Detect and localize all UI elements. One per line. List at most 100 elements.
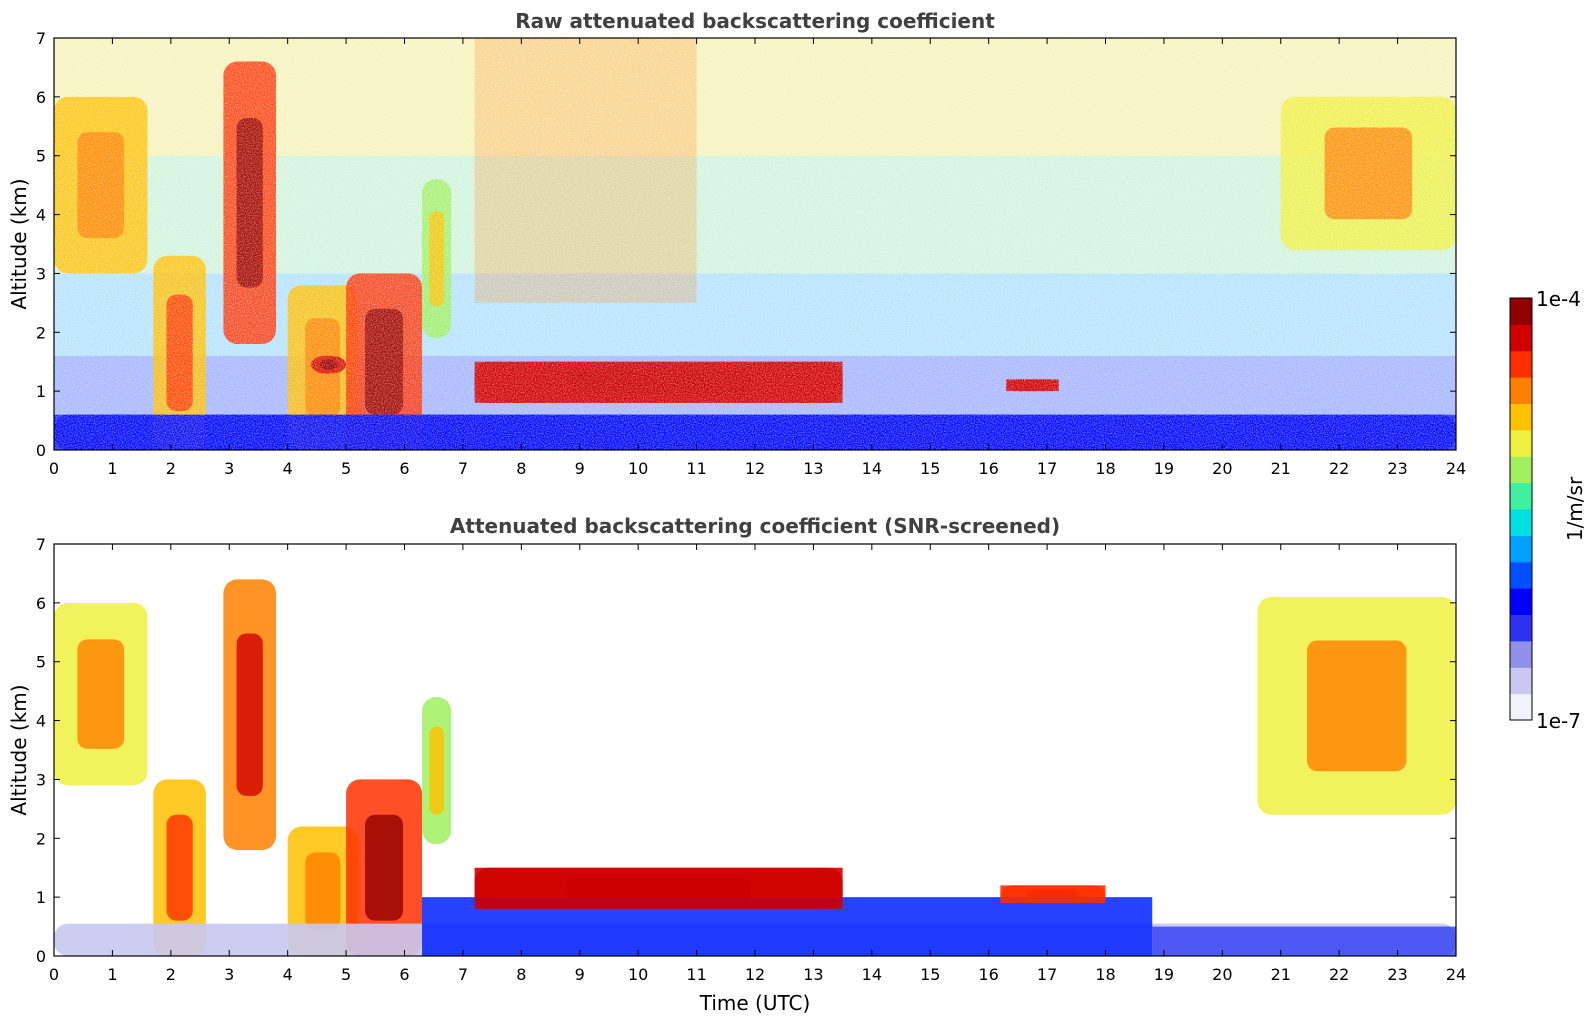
data-feature-cloud_layer bbox=[474, 867, 843, 909]
x-tick-label: 3 bbox=[224, 459, 234, 478]
y-tick-label: 1 bbox=[36, 888, 46, 907]
colorbar-step bbox=[1510, 324, 1532, 352]
data-feature-core bbox=[166, 814, 193, 921]
colorbar-min-label: 1e-7 bbox=[1536, 709, 1581, 733]
colorbar-step bbox=[1510, 429, 1532, 457]
y-tick-label: 0 bbox=[36, 441, 46, 460]
x-tick-label: 23 bbox=[1387, 459, 1407, 478]
x-tick-label: 19 bbox=[1154, 965, 1174, 984]
x-tick-label: 12 bbox=[745, 965, 765, 984]
y-tick-label: 5 bbox=[36, 653, 46, 672]
colorbar: 1e-4 1e-7 1/m/sr bbox=[1509, 287, 1587, 733]
x-tick-label: 22 bbox=[1329, 459, 1349, 478]
x-tick-label: 7 bbox=[458, 459, 468, 478]
colorbar-step bbox=[1510, 298, 1532, 325]
x-tick-label: 8 bbox=[516, 965, 526, 984]
x-tick-label: 6 bbox=[399, 459, 409, 478]
data-feature-aerosol-layer bbox=[1152, 926, 1456, 956]
x-tick-label: 7 bbox=[458, 965, 468, 984]
colorbar-step bbox=[1510, 561, 1532, 589]
data-feature-core bbox=[429, 726, 444, 815]
colorbar-step bbox=[1510, 403, 1532, 431]
x-tick-label: 10 bbox=[628, 459, 648, 478]
x-tick-label: 23 bbox=[1387, 965, 1407, 984]
x-tick-label: 21 bbox=[1271, 965, 1291, 984]
y-tick-label: 3 bbox=[36, 264, 46, 283]
x-tick-label: 15 bbox=[920, 459, 940, 478]
data-feature-core bbox=[1307, 640, 1407, 772]
colorbar-step bbox=[1510, 535, 1532, 563]
panel-raw-speckle bbox=[54, 38, 1456, 450]
colorbar-label: 1/m/sr bbox=[1563, 476, 1587, 541]
panel-raw-y-axis: 0 1 2 3 4 5 6 7 bbox=[36, 29, 1456, 460]
x-tick-label: 15 bbox=[920, 965, 940, 984]
x-tick-label: 18 bbox=[1095, 459, 1115, 478]
x-tick-label: 13 bbox=[803, 965, 823, 984]
x-tick-label: 3 bbox=[224, 965, 234, 984]
x-tick-label: 5 bbox=[341, 459, 351, 478]
data-feature-core bbox=[305, 852, 341, 931]
x-tick-label: 22 bbox=[1329, 965, 1349, 984]
colorbar-step bbox=[1510, 456, 1532, 484]
colorbar-scale bbox=[1510, 298, 1532, 721]
y-tick-label: 6 bbox=[36, 594, 46, 613]
panel-screened-title: Attenuated backscattering coefficient (S… bbox=[450, 514, 1060, 538]
y-tick-label: 2 bbox=[36, 323, 46, 342]
colorbar-step bbox=[1510, 667, 1532, 695]
colorbar-step bbox=[1510, 377, 1532, 404]
y-tick-label: 5 bbox=[36, 147, 46, 166]
panel-screened-y-label: Altitude (km) bbox=[7, 684, 31, 815]
colorbar-step bbox=[1510, 482, 1532, 510]
panel-screened-x-axis: 0 1 2 3 4 5 6 7 8 9 10 11 12 13 14 15 16 17 18 19 20 21 22 23 24 bbox=[49, 544, 1466, 984]
x-tick-label: 18 bbox=[1095, 965, 1115, 984]
x-tick-label: 2 bbox=[166, 965, 176, 984]
colorbar-step bbox=[1510, 350, 1532, 378]
x-tick-label: 10 bbox=[628, 965, 648, 984]
x-tick-label: 11 bbox=[686, 459, 706, 478]
data-feature-core bbox=[236, 633, 263, 796]
panel-raw-title: Raw attenuated backscattering coefficien… bbox=[515, 9, 995, 33]
colorbar-step bbox=[1510, 588, 1532, 615]
panel-raw: Raw attenuated backscattering coefficien… bbox=[7, 9, 1466, 478]
y-tick-label: 7 bbox=[36, 535, 46, 554]
data-feature-cloud_layer bbox=[1000, 885, 1106, 904]
x-tick-label: 11 bbox=[686, 965, 706, 984]
x-tick-label: 14 bbox=[862, 965, 882, 984]
colorbar-step bbox=[1510, 509, 1532, 536]
x-tick-label: 9 bbox=[575, 459, 585, 478]
y-tick-label: 2 bbox=[36, 829, 46, 848]
data-feature-core bbox=[365, 814, 404, 921]
panel-raw-x-axis: 0 1 2 3 4 5 6 7 8 9 10 11 12 13 14 15 16 17 18 19 20 21 22 23 24 bbox=[49, 38, 1466, 478]
x-tick-label: 2 bbox=[166, 459, 176, 478]
y-tick-label: 0 bbox=[36, 947, 46, 966]
y-tick-label: 4 bbox=[36, 206, 46, 225]
x-tick-label: 9 bbox=[575, 965, 585, 984]
colorbar-step bbox=[1510, 614, 1532, 642]
colorbar-step bbox=[1510, 640, 1532, 668]
x-tick-label: 0 bbox=[49, 459, 59, 478]
panel-screened-x-label: Time (UTC) bbox=[699, 991, 811, 1015]
x-tick-label: 1 bbox=[107, 965, 117, 984]
x-tick-label: 5 bbox=[341, 965, 351, 984]
y-tick-label: 4 bbox=[36, 712, 46, 731]
x-tick-label: 13 bbox=[803, 459, 823, 478]
y-tick-label: 6 bbox=[36, 88, 46, 107]
x-tick-label: 20 bbox=[1212, 459, 1232, 478]
x-tick-label: 19 bbox=[1154, 459, 1174, 478]
colorbar-step bbox=[1510, 693, 1532, 721]
colorbar-max-label: 1e-4 bbox=[1536, 287, 1581, 311]
x-tick-label: 16 bbox=[978, 459, 998, 478]
x-tick-label: 0 bbox=[49, 965, 59, 984]
y-tick-label: 1 bbox=[36, 382, 46, 401]
x-tick-label: 20 bbox=[1212, 965, 1232, 984]
x-tick-label: 6 bbox=[399, 965, 409, 984]
panel-screened-y-axis: 0 1 2 3 4 5 6 7 bbox=[36, 535, 1456, 966]
data-feature-core bbox=[77, 639, 125, 749]
y-tick-label: 3 bbox=[36, 770, 46, 789]
x-tick-label: 1 bbox=[107, 459, 117, 478]
x-tick-label: 17 bbox=[1037, 459, 1057, 478]
panel-screened-features bbox=[54, 579, 1456, 956]
x-tick-label: 4 bbox=[283, 459, 293, 478]
